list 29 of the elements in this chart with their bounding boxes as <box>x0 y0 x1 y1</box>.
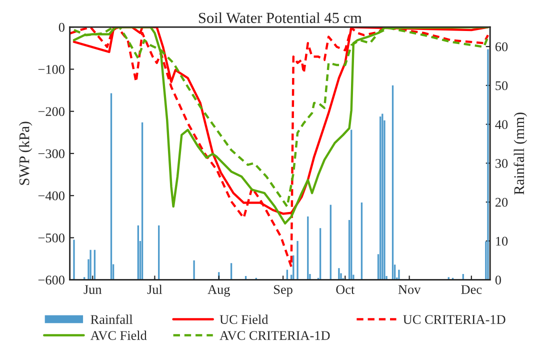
y2-tick-label: 20 <box>495 198 508 207</box>
y2-tick-label: 0 <box>495 276 502 285</box>
x-tick-label: Aug <box>208 285 230 297</box>
y-tick-label: −200 <box>38 107 64 116</box>
y-tick-label: −500 <box>38 234 64 242</box>
legend-label: AVC Field <box>90 330 147 340</box>
chart-title: Soil Water Potential 45 cm <box>198 12 362 24</box>
x-tick-label: Jun <box>84 285 102 294</box>
y-tick-label: −400 <box>38 191 64 200</box>
legend-label: AVC CRITERIA-1D <box>220 331 330 340</box>
x-tick-label: Nov <box>398 285 421 294</box>
y2-axis-title: Rainfall (mm) <box>514 112 528 195</box>
y2-tick-label: 40 <box>495 120 508 130</box>
y2-tick-label: 60 <box>495 42 508 52</box>
legend-label: UC CRITERIA-1D <box>403 315 506 324</box>
legend-label: UC Field <box>220 314 268 324</box>
y-tick-label: −300 <box>38 149 64 158</box>
x-tick-label: Dec <box>461 285 482 294</box>
y2-tick-label: 50 <box>496 81 508 90</box>
y-tick-label: −600 <box>38 276 64 285</box>
y-tick-label: −100 <box>38 65 64 74</box>
x-tick-label: Sep <box>274 285 292 297</box>
legend-label: Rainfall <box>90 314 133 324</box>
y2-tick-label: 10 <box>496 236 508 246</box>
y2-tick-label: 30 <box>496 158 508 168</box>
y-axis-title: SWP (kPa) <box>18 122 32 185</box>
y-tick-label: 0 <box>58 22 64 32</box>
x-tick-label: Oct <box>336 285 355 294</box>
x-tick-label: Jul <box>147 284 162 294</box>
